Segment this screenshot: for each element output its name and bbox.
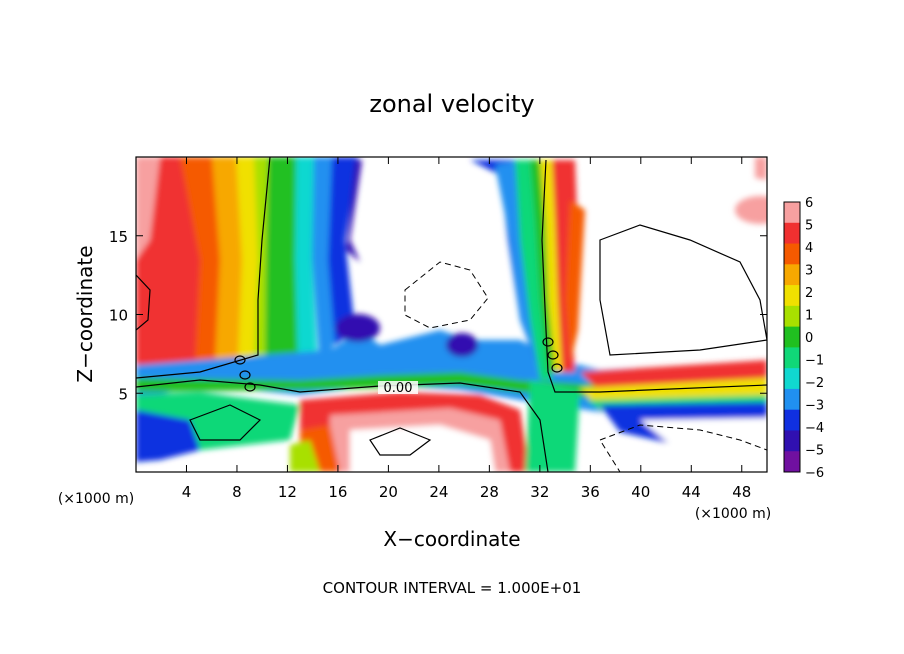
chart-title: zonal velocity [369,90,534,118]
contour-interval-note: CONTOUR INTERVAL = 1.000E+01 [323,579,582,597]
y-tick-label: 5 [118,385,128,403]
colorbar-label: 5 [805,219,813,234]
y-axis-label: Z−coordinate [73,245,97,382]
colorbar-swatch [784,264,800,286]
x-tick-label: 20 [379,483,398,501]
y-tick-label: 10 [109,307,128,325]
colorbar-swatch [784,305,800,328]
colorbar-label: 2 [805,286,813,301]
colorbar-swatch [784,326,800,348]
contour-zero-label: 0.00 [384,381,413,396]
y-axis-ticks: 5 10 15 [109,228,767,403]
colorbar-swatch [784,222,800,245]
x-tick-label: 28 [480,483,499,501]
x-axis-label: X−coordinate [383,527,520,551]
colorbar-swatch [784,368,800,390]
x-unit-left: (×1000 m) [58,491,134,507]
colorbar-label: −6 [805,466,824,481]
colorbar-label: 3 [805,264,813,279]
x-tick-label: 12 [278,483,297,501]
x-tick-label: 40 [631,483,650,501]
colorbar-swatch [784,430,800,452]
x-axis-ticks: 4 8 12 16 20 24 28 32 36 40 44 48 [182,157,751,501]
velocity-field: 0.00 [136,157,767,472]
colorbar: 6 5 4 3 2 1 0 −1 −2 −3 −4 −5 −6 [783,196,824,481]
x-tick-label: 16 [328,483,347,501]
colorbar-label: 1 [805,309,813,324]
x-tick-label: 44 [682,483,701,501]
y-tick-label: 15 [109,228,128,246]
colorbar-swatch [784,409,800,431]
x-unit-right: (×1000 m) [695,506,771,522]
x-tick-label: 48 [732,483,751,501]
x-tick-label: 4 [182,483,192,501]
colorbar-frame [783,201,801,473]
colorbar-label: −1 [805,354,824,369]
x-tick-label: 8 [232,483,242,501]
colorbar-swatch [784,243,800,265]
x-tick-label: 24 [429,483,448,501]
colorbar-label: −2 [805,376,824,391]
x-tick-label: 32 [530,483,549,501]
colorbar-label: 6 [805,196,813,211]
colorbar-swatch [784,388,800,411]
colorbar-swatch [784,347,800,369]
colorbar-swatch [784,285,800,307]
colorbar-swatch [784,202,800,224]
colorbar-label: −5 [805,444,824,459]
colorbar-label: −4 [805,421,824,436]
colorbar-label: 4 [805,241,813,256]
colorbar-label: 0 [805,331,813,346]
colorbar-swatch [784,451,800,473]
colorbar-label: −3 [805,399,824,414]
x-tick-label: 36 [581,483,600,501]
